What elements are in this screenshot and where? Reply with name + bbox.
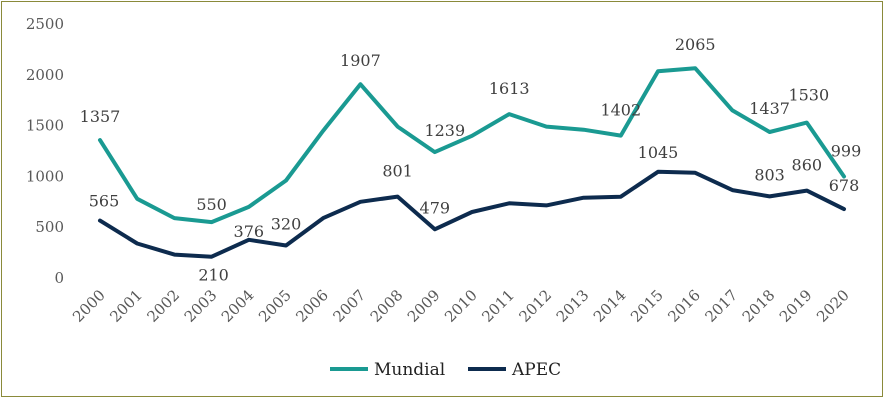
x-tick-label: 2009 (404, 286, 444, 326)
x-tick-label: 2005 (255, 286, 295, 326)
data-label-mundial: 1402 (600, 101, 641, 120)
x-tick-label: 2014 (590, 286, 630, 326)
x-tick-label: 2011 (478, 286, 518, 326)
x-tick-label: 2019 (776, 286, 816, 326)
data-label-mundial: 1530 (788, 86, 829, 105)
x-tick-label: 2016 (664, 286, 704, 326)
data-label-mundial: 2065 (675, 35, 716, 54)
data-label-apec: 210 (198, 266, 229, 285)
x-tick-label: 2012 (515, 286, 555, 326)
legend: Mundial APEC (330, 360, 561, 380)
x-tick-label: 2015 (627, 286, 667, 326)
x-tick-label: 2020 (813, 286, 853, 326)
x-axis: 2000200120022003200420052006200720082009… (69, 286, 853, 326)
data-label-apec: 376 (234, 222, 265, 241)
y-tick-label: 1500 (26, 117, 64, 135)
data-label-apec: 678 (829, 176, 860, 195)
data-label-mundial: 1437 (749, 99, 790, 118)
data-label-apec: 801 (382, 162, 413, 181)
y-axis: 0 500 1000 1500 2000 2500 (26, 15, 64, 287)
data-label-mundial: 1239 (424, 121, 465, 140)
y-tick-label: 2000 (26, 66, 64, 84)
data-label-apec: 803 (754, 165, 785, 184)
data-label-mundial: 1907 (340, 51, 381, 70)
data-label-apec: 479 (420, 198, 451, 217)
data-label-mundial: 1613 (489, 79, 530, 98)
data-label-mundial: 550 (196, 195, 227, 214)
data-label-apec: 860 (792, 156, 823, 175)
data-label-mundial: 1357 (80, 107, 121, 126)
x-tick-label: 2018 (739, 286, 779, 326)
x-tick-label: 2013 (553, 286, 593, 326)
x-tick-label: 2008 (367, 286, 407, 326)
y-tick-label: 500 (35, 218, 64, 236)
x-tick-label: 2010 (441, 286, 481, 326)
data-label-apec: 320 (271, 214, 302, 233)
series-lines (98, 66, 846, 259)
x-tick-label: 2017 (701, 286, 741, 326)
y-tick-label: 1000 (26, 167, 64, 185)
legend-label-apec: APEC (511, 360, 561, 380)
x-tick-label: 2000 (69, 286, 109, 326)
x-tick-label: 2001 (106, 286, 146, 326)
series-line-apec (98, 169, 846, 259)
y-tick-label: 0 (54, 269, 64, 287)
x-tick-label: 2003 (181, 286, 221, 326)
y-tick-label: 2500 (26, 15, 64, 33)
x-tick-label: 2004 (218, 286, 258, 326)
data-label-apec: 565 (89, 192, 120, 211)
data-label-apec: 1045 (638, 143, 679, 162)
x-tick-label: 2006 (292, 286, 332, 326)
data-label-mundial: 999 (831, 142, 862, 161)
x-tick-label: 2007 (329, 286, 369, 326)
series-line-mundial (98, 66, 846, 225)
x-tick-label: 2002 (143, 286, 183, 326)
legend-label-mundial: Mundial (374, 360, 445, 380)
